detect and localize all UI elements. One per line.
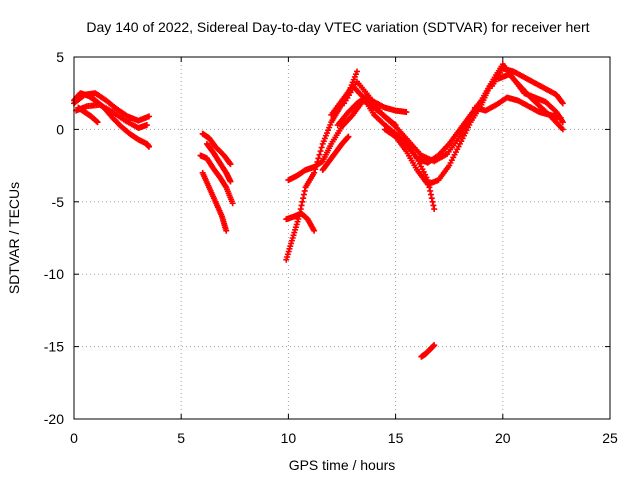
data-point xyxy=(298,202,305,209)
data-point xyxy=(354,68,361,75)
series-arc-10 xyxy=(283,210,318,234)
data-point xyxy=(315,155,322,162)
data-point xyxy=(223,227,230,234)
data-point xyxy=(559,119,566,126)
x-tick-label: 0 xyxy=(70,430,78,446)
data-point xyxy=(403,109,410,116)
y-tick-label: -20 xyxy=(44,411,64,427)
data-point xyxy=(146,113,153,120)
data-point xyxy=(300,191,307,198)
data-point xyxy=(227,178,234,185)
series-arc-1 xyxy=(71,90,153,150)
series-arc-15 xyxy=(341,78,472,165)
series-arc-6 xyxy=(197,152,236,207)
data-point xyxy=(427,187,434,194)
x-tick-label: 15 xyxy=(388,430,404,446)
data-point xyxy=(318,144,325,151)
data-point xyxy=(427,191,434,198)
series-arc-8 xyxy=(203,140,234,185)
data-point xyxy=(559,126,566,133)
data-point xyxy=(344,134,351,141)
y-tick-label: 0 xyxy=(56,121,64,137)
data-point xyxy=(559,99,566,106)
x-axis-label: GPS time / hours xyxy=(289,457,396,473)
y-axis-label: SDTVAR / TECUs xyxy=(6,182,22,294)
data-point xyxy=(229,200,236,207)
data-point xyxy=(311,169,318,176)
plot-frame xyxy=(73,56,611,420)
data-point xyxy=(429,198,436,205)
series-arc-3 xyxy=(73,101,150,131)
axis-ticks: 0 5 10 15 20 25 5 0 -5 -10 -15 -20 xyxy=(44,49,618,446)
x-tick-label: 10 xyxy=(281,430,297,446)
series-arc-7 xyxy=(199,169,230,234)
y-tick-label: -15 xyxy=(44,339,64,355)
data-point xyxy=(301,187,308,194)
data-point xyxy=(316,151,323,158)
series-arc-5 xyxy=(199,130,234,168)
data-point xyxy=(317,148,324,155)
data-point xyxy=(146,143,153,150)
y-tick-label: -10 xyxy=(44,266,64,282)
series-arc-12 xyxy=(319,133,352,173)
x-tick-label: 5 xyxy=(177,430,185,446)
data-point xyxy=(300,195,307,202)
data-point xyxy=(430,202,437,209)
series-arc-21 xyxy=(418,342,438,360)
data-point xyxy=(226,160,233,167)
data-point xyxy=(345,133,352,140)
data-point xyxy=(431,342,438,349)
series-arc-2 xyxy=(71,90,153,124)
series-arc-20 xyxy=(495,71,566,133)
data-point xyxy=(143,122,150,129)
series-arc-18 xyxy=(471,94,564,121)
chart-title: Day 140 of 2022, Sidereal Day-to-day VTE… xyxy=(86,19,589,35)
y-tick-label: 5 xyxy=(56,49,64,65)
series-arc-19 xyxy=(489,65,566,107)
data-point xyxy=(227,161,234,168)
data-point xyxy=(299,198,306,205)
data-point xyxy=(559,100,566,107)
grid xyxy=(74,57,610,419)
data-point xyxy=(431,206,438,213)
x-tick-label: 25 xyxy=(602,430,618,446)
data-point xyxy=(311,227,318,234)
series-arc-4 xyxy=(75,104,101,126)
x-tick-label: 20 xyxy=(495,430,511,446)
y-tick-label: -5 xyxy=(52,194,65,210)
data-points xyxy=(71,61,566,360)
data-point xyxy=(94,119,101,126)
data-point xyxy=(428,195,435,202)
data-point xyxy=(557,114,564,121)
